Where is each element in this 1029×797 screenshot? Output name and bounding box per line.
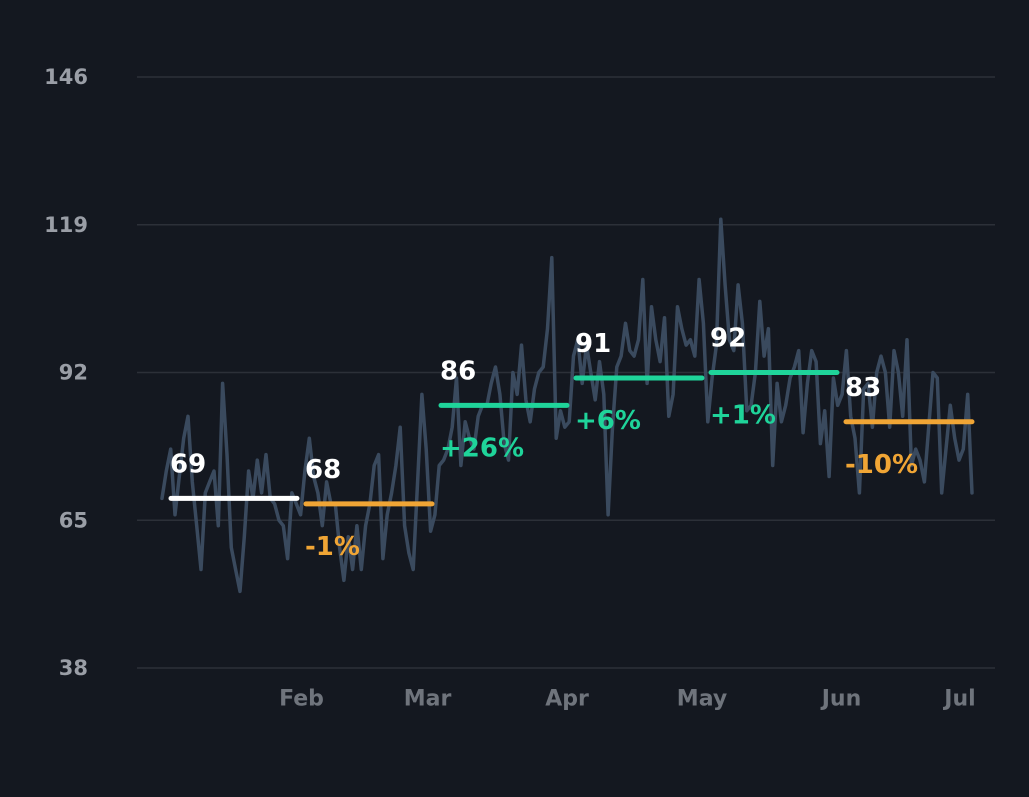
- segment-change-label: -1%: [305, 532, 360, 562]
- x-tick-label: May: [677, 687, 727, 712]
- series-group: [160, 217, 974, 594]
- x-tick-label: Feb: [279, 687, 324, 712]
- y-axis: 146 119 92 65 38: [44, 65, 88, 680]
- segment-value-label: 86: [440, 356, 476, 386]
- x-axis: Feb Mar Apr May Jun Jul: [279, 687, 976, 712]
- series-line: [160, 217, 974, 594]
- segment-change-label: +26%: [440, 433, 524, 463]
- y-tick-label: 65: [59, 508, 88, 532]
- segment-change-label: -10%: [845, 450, 918, 480]
- y-tick-label: 146: [44, 65, 88, 89]
- segments-group: 69 68 -1% 86 +26% 91 +6% 92 +1% 83 -10%: [168, 324, 975, 562]
- segment-value-label: 83: [845, 373, 881, 403]
- y-tick-label: 38: [59, 656, 88, 680]
- segment-value-label: 92: [710, 324, 746, 354]
- segment-value-label: 68: [305, 455, 341, 485]
- x-tick-label: Mar: [404, 687, 452, 712]
- segment-change-label: +6%: [575, 406, 641, 436]
- y-tick-label: 92: [59, 361, 88, 385]
- segment-value-label: 91: [575, 329, 611, 359]
- x-tick-label: Apr: [545, 687, 589, 712]
- segment-value-label: 69: [170, 449, 206, 479]
- segment-change-label: +1%: [710, 401, 776, 431]
- x-tick-label: Jun: [820, 687, 862, 712]
- y-tick-label: 119: [44, 213, 88, 237]
- x-tick-label: Jul: [942, 687, 975, 712]
